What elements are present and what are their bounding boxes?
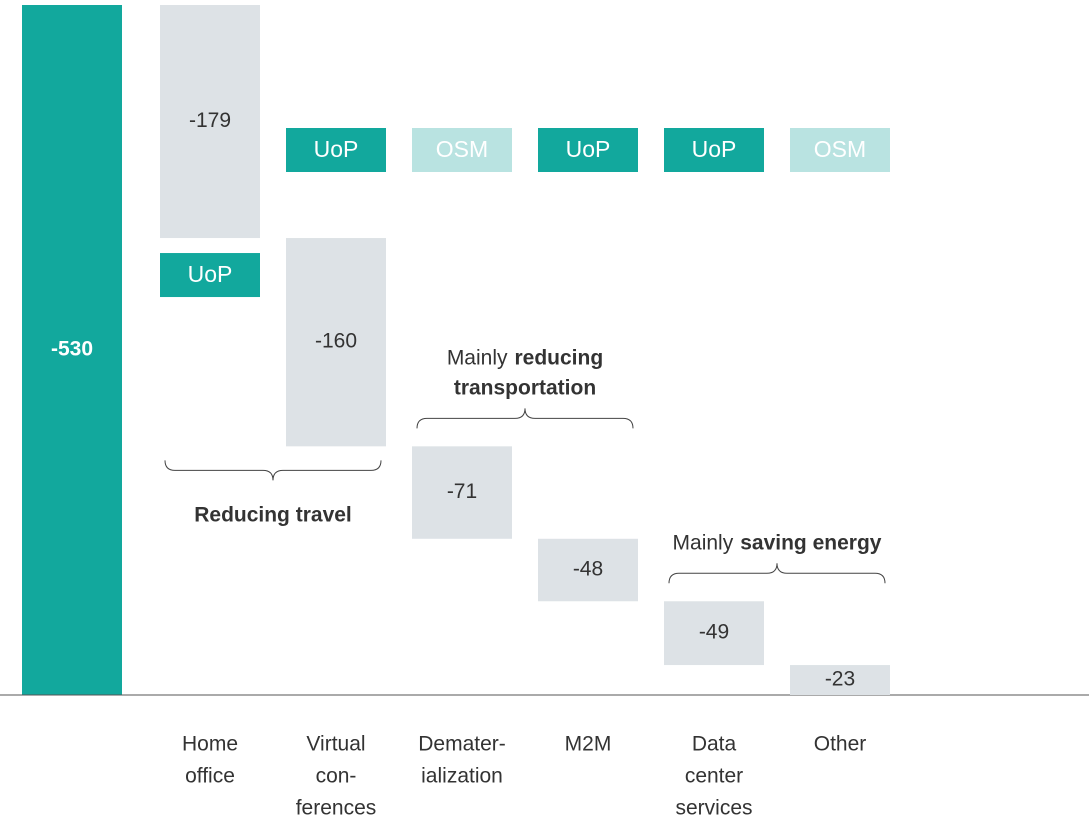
value-label: -23 bbox=[825, 668, 855, 691]
category-label: Home bbox=[182, 733, 238, 756]
tag-label: UoP bbox=[314, 136, 359, 162]
annotation-part: Mainly bbox=[673, 531, 734, 554]
brace bbox=[668, 563, 886, 584]
annotation: transportation bbox=[454, 376, 596, 399]
value-label: -160 bbox=[315, 330, 357, 353]
annotation-part: transportation bbox=[454, 376, 596, 399]
value-label: -49 bbox=[699, 621, 729, 644]
bar bbox=[790, 665, 890, 695]
tag-label: OSM bbox=[436, 136, 488, 162]
bar bbox=[286, 238, 386, 447]
tag-box bbox=[664, 128, 764, 172]
bar bbox=[160, 5, 260, 239]
brace bbox=[164, 460, 382, 481]
bar bbox=[664, 601, 764, 666]
total-bar bbox=[22, 5, 122, 695]
category-label: office bbox=[185, 765, 235, 788]
annotation: Mainly reducing bbox=[447, 346, 603, 369]
annotation: Reducing travel bbox=[194, 503, 352, 526]
category-label: ferences bbox=[296, 797, 377, 820]
category-label: services bbox=[675, 797, 752, 820]
value-label: -48 bbox=[573, 558, 603, 581]
category-label: con- bbox=[316, 765, 357, 788]
tag-box bbox=[160, 253, 260, 298]
tag-label: UoP bbox=[188, 261, 233, 287]
tag-box bbox=[790, 128, 890, 172]
category-label: center bbox=[685, 765, 743, 788]
tag-box bbox=[286, 128, 386, 172]
tag-box bbox=[538, 128, 638, 172]
value-label: -71 bbox=[447, 480, 477, 503]
bar bbox=[412, 446, 512, 539]
bar bbox=[538, 538, 638, 602]
annotation-part: saving energy bbox=[740, 531, 882, 554]
tag-label: UoP bbox=[566, 136, 611, 162]
total-label: -530 bbox=[51, 338, 93, 361]
tag-label: UoP bbox=[692, 136, 737, 162]
category-label: Other bbox=[814, 733, 867, 756]
brace bbox=[416, 408, 634, 429]
annotation-part: reducing bbox=[515, 346, 604, 369]
annotation-part: Mainly bbox=[447, 346, 508, 369]
category-label: M2M bbox=[565, 733, 612, 756]
value-label: -179 bbox=[189, 109, 231, 132]
tag-box bbox=[412, 128, 512, 172]
category-label: Data bbox=[692, 733, 737, 756]
tag-label: OSM bbox=[814, 136, 866, 162]
annotation-part: Reducing travel bbox=[194, 503, 352, 526]
category-label: Virtual bbox=[306, 733, 365, 756]
annotation: Mainly saving energy bbox=[673, 531, 882, 554]
category-label: ialization bbox=[421, 765, 503, 788]
category-label: Demater- bbox=[418, 733, 506, 756]
